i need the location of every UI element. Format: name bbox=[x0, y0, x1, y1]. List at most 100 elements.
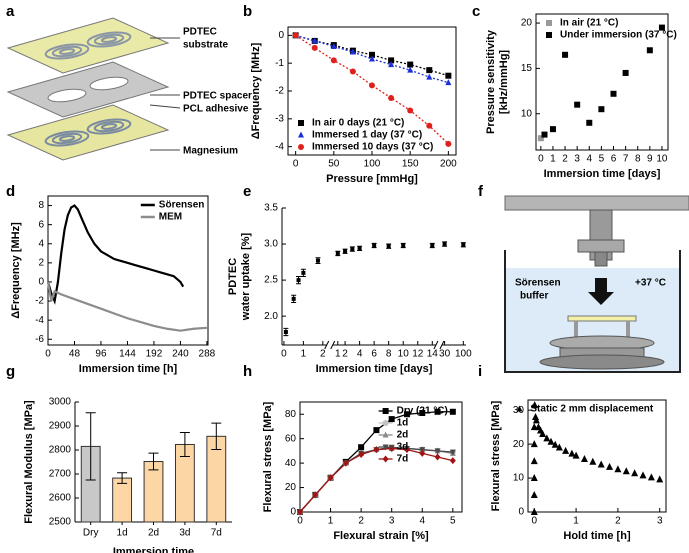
x-tick-label: 3d bbox=[179, 528, 190, 539]
marker bbox=[403, 411, 410, 418]
x-tick-label: 1 bbox=[335, 349, 341, 360]
x-tick-label: 5 bbox=[599, 154, 605, 165]
y-axis-label: Flexural stress [MPa] bbox=[490, 400, 502, 511]
axes-frame bbox=[527, 399, 667, 513]
marker bbox=[597, 460, 605, 468]
marker bbox=[610, 90, 617, 97]
beaker bbox=[504, 250, 681, 373]
marker bbox=[403, 446, 410, 454]
x-tick-label: 3 bbox=[389, 516, 395, 527]
substrate-layer bbox=[8, 18, 168, 73]
x-tick-label: 1 bbox=[301, 349, 307, 360]
x-tick-label: 3 bbox=[657, 516, 663, 527]
marker bbox=[382, 455, 389, 463]
legend-label: 1d bbox=[397, 418, 409, 429]
marker bbox=[442, 242, 447, 247]
marker bbox=[301, 270, 306, 275]
marker bbox=[283, 330, 288, 335]
marker bbox=[598, 106, 605, 113]
legend-label: Under immersion (37 °C) bbox=[560, 30, 677, 41]
axes-frame bbox=[47, 195, 209, 346]
marker bbox=[631, 469, 639, 477]
marker bbox=[562, 446, 570, 454]
x-tick-label: 200 bbox=[440, 159, 457, 170]
x-tick-label: 4 bbox=[587, 154, 593, 165]
axis-break bbox=[324, 340, 336, 350]
y-axis-label: ΔFrequency [MHz] bbox=[10, 222, 22, 319]
error-bar bbox=[85, 412, 96, 481]
marker bbox=[537, 135, 544, 142]
legend-label: Immersed 10 days (37 °C) bbox=[312, 142, 433, 153]
x-tick-label: 4 bbox=[357, 349, 363, 360]
marker bbox=[298, 144, 304, 150]
marker bbox=[292, 32, 299, 39]
y-axis-label: ΔFrequency [MHz] bbox=[250, 42, 262, 139]
x-axis-label: Pressure [mmHg] bbox=[326, 173, 418, 185]
y-tick-label: 2900 bbox=[49, 421, 72, 432]
marker bbox=[430, 243, 435, 248]
x-tick-label: 192 bbox=[146, 349, 163, 360]
marker bbox=[358, 451, 365, 459]
error-bar bbox=[211, 422, 222, 451]
marker bbox=[516, 405, 523, 412]
axes-frame bbox=[299, 401, 463, 513]
y-tick-label: 20 bbox=[513, 439, 525, 450]
marker bbox=[647, 473, 655, 481]
x-tick-label: 12 bbox=[412, 349, 424, 360]
marker bbox=[419, 449, 426, 457]
marker bbox=[327, 474, 334, 482]
label: buffer bbox=[520, 291, 548, 302]
axes-frame bbox=[535, 13, 669, 151]
marker bbox=[426, 73, 433, 80]
marker bbox=[449, 408, 456, 415]
panel-letter: f bbox=[478, 183, 484, 200]
marker bbox=[382, 444, 389, 451]
marker bbox=[296, 278, 301, 283]
y-tick-label: 40 bbox=[285, 458, 297, 469]
marker bbox=[372, 243, 377, 248]
marker bbox=[546, 20, 552, 26]
diagram-a: a PDTEC substrate PDTEC spacer PCL adhes… bbox=[6, 3, 252, 160]
y-tick-label: -4 bbox=[275, 141, 284, 152]
x-tick-label: 96 bbox=[95, 349, 107, 360]
marker bbox=[546, 32, 552, 38]
x-tick-label: 14 bbox=[427, 349, 439, 360]
fit-line bbox=[295, 34, 449, 145]
x-tick-label: 2 bbox=[358, 516, 364, 527]
marker bbox=[369, 51, 375, 58]
label: +37 °C bbox=[635, 278, 666, 289]
x-tick-label: 0 bbox=[281, 349, 287, 360]
label: substrate bbox=[183, 40, 228, 51]
legend-label: Sörensen bbox=[159, 200, 205, 211]
marker bbox=[530, 457, 538, 465]
diagram-f: f Sörensen buffer +37 °C bbox=[478, 183, 689, 373]
x-tick-label: 1 bbox=[328, 516, 334, 527]
x-tick-label: Dry bbox=[83, 528, 99, 539]
axis-break bbox=[433, 340, 445, 350]
x-axis-label: Flexural strain [%] bbox=[333, 530, 429, 542]
legend-label: Static 2 mm displacement bbox=[530, 404, 653, 415]
marker bbox=[298, 120, 304, 126]
marker bbox=[434, 453, 441, 461]
panel-letter: g bbox=[6, 363, 15, 380]
x-tick-label: 2d bbox=[148, 528, 159, 539]
y-tick-label: 8 bbox=[38, 200, 44, 211]
marker bbox=[426, 67, 433, 74]
marker bbox=[388, 61, 395, 68]
label: Magnesium bbox=[183, 146, 238, 157]
x-axis-label: Hold time [h] bbox=[563, 530, 631, 542]
panel-letter: d bbox=[6, 183, 15, 200]
marker bbox=[388, 94, 395, 101]
marker bbox=[298, 131, 304, 138]
marker bbox=[349, 48, 356, 55]
marker bbox=[291, 296, 296, 301]
x-tick-label: 10 bbox=[656, 154, 668, 165]
y-tick-label: 3.0 bbox=[264, 239, 278, 250]
y-axis-label: [kHz/mmHg] bbox=[498, 50, 510, 115]
legend-label: MEM bbox=[159, 212, 182, 223]
x-tick-label: 100 bbox=[364, 159, 381, 170]
marker bbox=[407, 107, 414, 114]
x-tick-label: 8 bbox=[635, 154, 641, 165]
line bbox=[299, 447, 453, 513]
